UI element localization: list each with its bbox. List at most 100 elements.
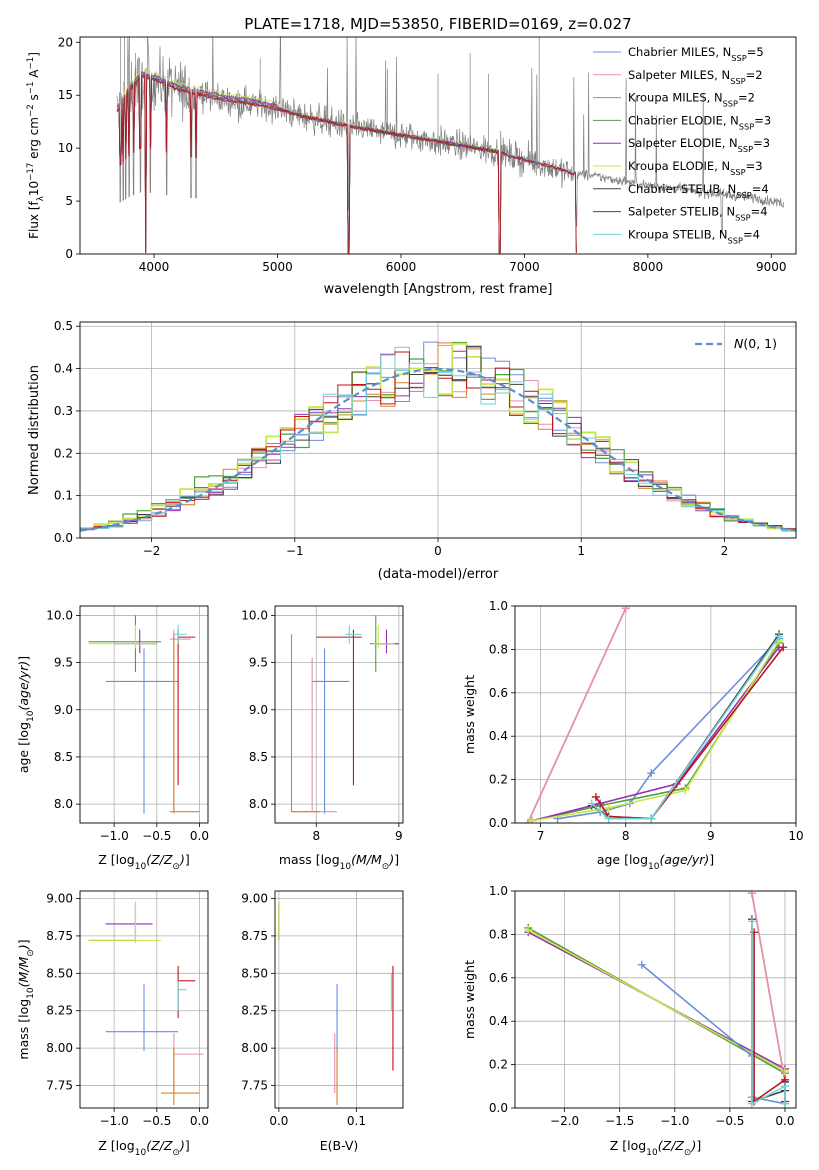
label-part: erg cm [27,117,41,163]
series-marker-salpeter_stelib [779,643,788,652]
label-part: SSP [739,121,754,131]
x-axis-label: Z [log10(Z/Z⊙)] [98,1138,189,1158]
label-part: Chabrier ELODIE, N [628,113,739,127]
label-part: Z [log [610,1138,646,1153]
x-tick-label: 8 [312,829,320,843]
legend-label: Salpeter ELODIE, NSSP=3 [628,136,770,154]
label-part: SSP [728,235,743,245]
y-tick-label: 8.50 [241,966,268,980]
x-tick-label: 0 [434,544,442,558]
label-part: ⊙ [26,949,36,957]
y-tick-label: 8.25 [46,1004,73,1018]
label-part: ] [696,1138,701,1153]
y-axis-label: mass weight [462,675,477,754]
label-part: 10 [135,1148,147,1158]
model-spectrum-kroupa_elodie [116,68,500,254]
label-part: SSP [730,167,745,177]
x-tick-label: −0.5 [142,1114,171,1128]
axes-frame [79,36,797,255]
y-tick-label: 9.0 [54,703,73,717]
series-line-salpeter_stelib [595,646,784,820]
label-part: (Z/Z [146,852,173,867]
x-tick-label: −1 [286,544,304,558]
y-tick-label: 9.5 [249,656,268,670]
label-part: mass [log [279,852,340,867]
label-part: ] [27,52,41,57]
y-tick-label: 1.0 [489,599,508,613]
label-part: (age/yr) [16,661,31,711]
label-part: =2 [746,68,763,82]
y-tick-label: 9.0 [249,703,268,717]
label-part: age [log [597,852,648,867]
label-part: Z [log [98,1138,134,1153]
legend-label: Chabrier MILES, NSSP=5 [628,45,764,63]
x-axis-label: Z [log10(Z/Z⊙)] [98,852,189,872]
y-tick-label: 0 [65,247,73,261]
x-tick-label: 6000 [386,260,417,274]
series-line-kroupa_elodie [527,929,786,1072]
label-part: −1 [26,82,36,95]
label-part: 10 [26,987,36,999]
label-part: −17 [26,163,36,181]
series-line-salpeter_miles [751,893,786,1083]
label-part: ⊙ [172,862,180,872]
y-tick-label: 0.5 [54,319,73,333]
label-part: (Z/Z [658,1138,685,1153]
label-part: (M/M [16,957,31,988]
label-part: N [734,336,744,351]
series-line-salpeter_stelib [753,932,786,1104]
label-part: SSP [731,53,746,63]
y-axis-label: Normed distribution [27,365,42,495]
x-tick-label: 0.0 [190,829,209,843]
legend-label: Kroupa STELIB, NSSP=4 [628,227,760,245]
age-vs-metallicity-panel: −1.0 −0.5 0.08.08.59.09.510.0Z [log10(Z/Z⊙… [16,605,209,872]
label-part: Kroupa MILES, N [628,91,723,105]
series-line-salpeter_elodie [531,646,780,822]
x-tick-label: −1.0 [660,1114,689,1128]
axes-frame [79,605,209,824]
label-part: A [27,69,41,82]
series-marker-kroupa_stelib [587,799,596,808]
label-part: ] [709,852,714,867]
series-marker-salpeter_miles [523,819,532,823]
series-marker-kroupa_stelib [747,1099,756,1108]
x-tick-label: −1.0 [100,829,129,843]
plot-content [523,606,788,823]
y-tick-label: 8.00 [241,1041,268,1055]
x-tick-label: 10 [788,829,803,843]
label-part: ) [388,852,394,867]
y-tick-label: 0.6 [489,686,508,700]
plot-content [88,615,200,814]
x-tick-label: 8 [622,829,630,843]
legend-label: Kroupa MILES, NSSP=2 [628,91,755,109]
label-part: 10 [135,862,147,872]
y-tick-label: 9.5 [54,656,73,670]
plot-content [278,901,394,1106]
y-tick-label: 8.75 [46,929,73,943]
label-part: Chabrier MILES, N [628,45,731,59]
y-tick-label: 0.3 [54,404,73,418]
y-tick-label: 0.2 [54,446,73,460]
y-tick-label: 10.0 [46,608,73,622]
series-line-kroupa_stelib [751,921,786,1106]
y-axis-label: Flux [fλ10−17 erg cm−2 s−1 A−1] [26,52,46,239]
label-part: =4 [743,227,760,241]
label-part: ] [185,1138,190,1153]
y-tick-label: 0.2 [489,1058,508,1072]
x-tick-label: 9 [707,829,715,843]
y-tick-label: 0.8 [489,642,508,656]
y-tick-label: 0.0 [54,531,73,545]
y-tick-label: 0.4 [54,362,73,376]
mass-vs-metallicity-panel: −1.0 −0.5 0.0 7.75 8.00 8.25 8.50 8.75 9.00 Z [lo… [16,890,209,1158]
y-axis-label: mass [log10(M/M⊙)] [16,939,36,1059]
y-tick-label: 0.1 [54,489,73,503]
label-part: Salpeter ELODIE, N [628,136,738,150]
axes-frame [274,605,404,824]
label-part: Flux [f [27,200,41,238]
model-spectrum-salpeter_stelib [116,74,577,254]
label-part: =4 [751,205,768,219]
x-tick-label: −1.0 [100,1114,129,1128]
label-part: =4 [752,182,769,196]
y-tick-label: 8.0 [54,797,73,811]
